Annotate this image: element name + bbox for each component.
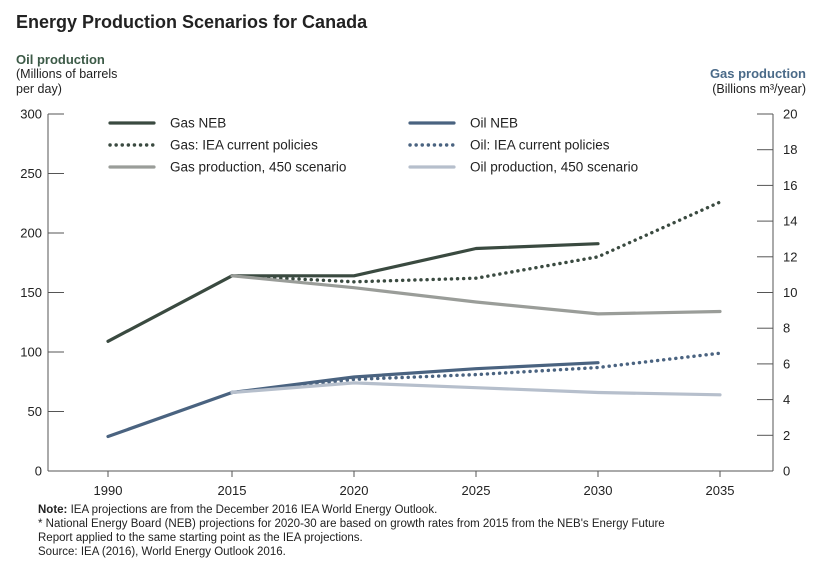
- right-tick-label: 4: [783, 392, 790, 407]
- note-line-1: Note: IEA projections are from the Decem…: [38, 503, 798, 517]
- left-axis-unit: (Millions of barrels per day): [16, 67, 146, 97]
- left-axis-unit-line1: (Millions of barrels: [16, 67, 118, 81]
- series-line-gas-neb: [106, 242, 600, 343]
- series-line-oil-production-450-scenario: [230, 381, 722, 397]
- legend-label: Oil NEB: [470, 116, 518, 131]
- left-tick-label: 300: [20, 107, 42, 122]
- right-tick-label: 10: [783, 285, 797, 300]
- right-tick-label: 8: [783, 321, 790, 336]
- x-tick-label: 2020: [340, 483, 369, 498]
- series-line-gas-iea-current-policies: [230, 200, 722, 284]
- right-tick-label: 12: [783, 249, 797, 264]
- note-label: Note:: [38, 504, 68, 516]
- right-tick-label: 0: [783, 464, 790, 479]
- left-tick-label: 150: [20, 285, 42, 300]
- series-line-gas-production-450-scenario: [230, 274, 722, 316]
- x-tick-label: 2035: [706, 483, 735, 498]
- right-tick-label: 20: [783, 107, 797, 122]
- legend-label: Gas production, 450 scenario: [170, 160, 346, 175]
- x-tick-label: 1990: [94, 483, 123, 498]
- right-tick-label: 2: [783, 428, 790, 443]
- legend-label: Oil: IEA current policies: [470, 138, 610, 153]
- chart-title: Energy Production Scenarios for Canada: [16, 12, 368, 32]
- x-tick-label: 2030: [584, 483, 613, 498]
- legend-label: Gas: IEA current policies: [170, 138, 318, 153]
- left-tick-label: 250: [20, 166, 42, 181]
- right-tick-label: 16: [783, 178, 797, 193]
- note-text: IEA projections are from the December 20…: [67, 504, 438, 516]
- left-tick-label: 0: [35, 464, 42, 479]
- left-axis-unit-line2: per day): [16, 82, 62, 96]
- left-tick-label: 100: [20, 345, 42, 360]
- x-tick-label: 2025: [462, 483, 491, 498]
- series-line-oil-iea-current-policies: [230, 351, 722, 395]
- right-tick-label: 14: [783, 214, 797, 229]
- legend-label: Gas NEB: [170, 116, 226, 131]
- note-line-3: Report applied to the same starting poin…: [38, 532, 363, 544]
- right-tick-label: 18: [783, 142, 797, 157]
- right-tick-label: 6: [783, 356, 790, 371]
- chart-notes: Note: IEA projections are from the Decem…: [38, 503, 798, 559]
- legend-label: Oil production, 450 scenario: [470, 160, 638, 175]
- note-line-4: Source: IEA (2016), World Energy Outlook…: [38, 546, 286, 558]
- x-tick-label: 2015: [218, 483, 247, 498]
- left-axis-title: Oil production: [16, 52, 105, 67]
- note-line-2: * National Energy Board (NEB) projection…: [38, 518, 665, 530]
- right-axis-title: Gas production: [709, 66, 806, 81]
- series-line-oil-neb: [106, 361, 600, 439]
- left-tick-label: 50: [28, 404, 42, 419]
- right-axis-unit: (Billions m³/year): [712, 82, 806, 96]
- left-tick-label: 200: [20, 226, 42, 241]
